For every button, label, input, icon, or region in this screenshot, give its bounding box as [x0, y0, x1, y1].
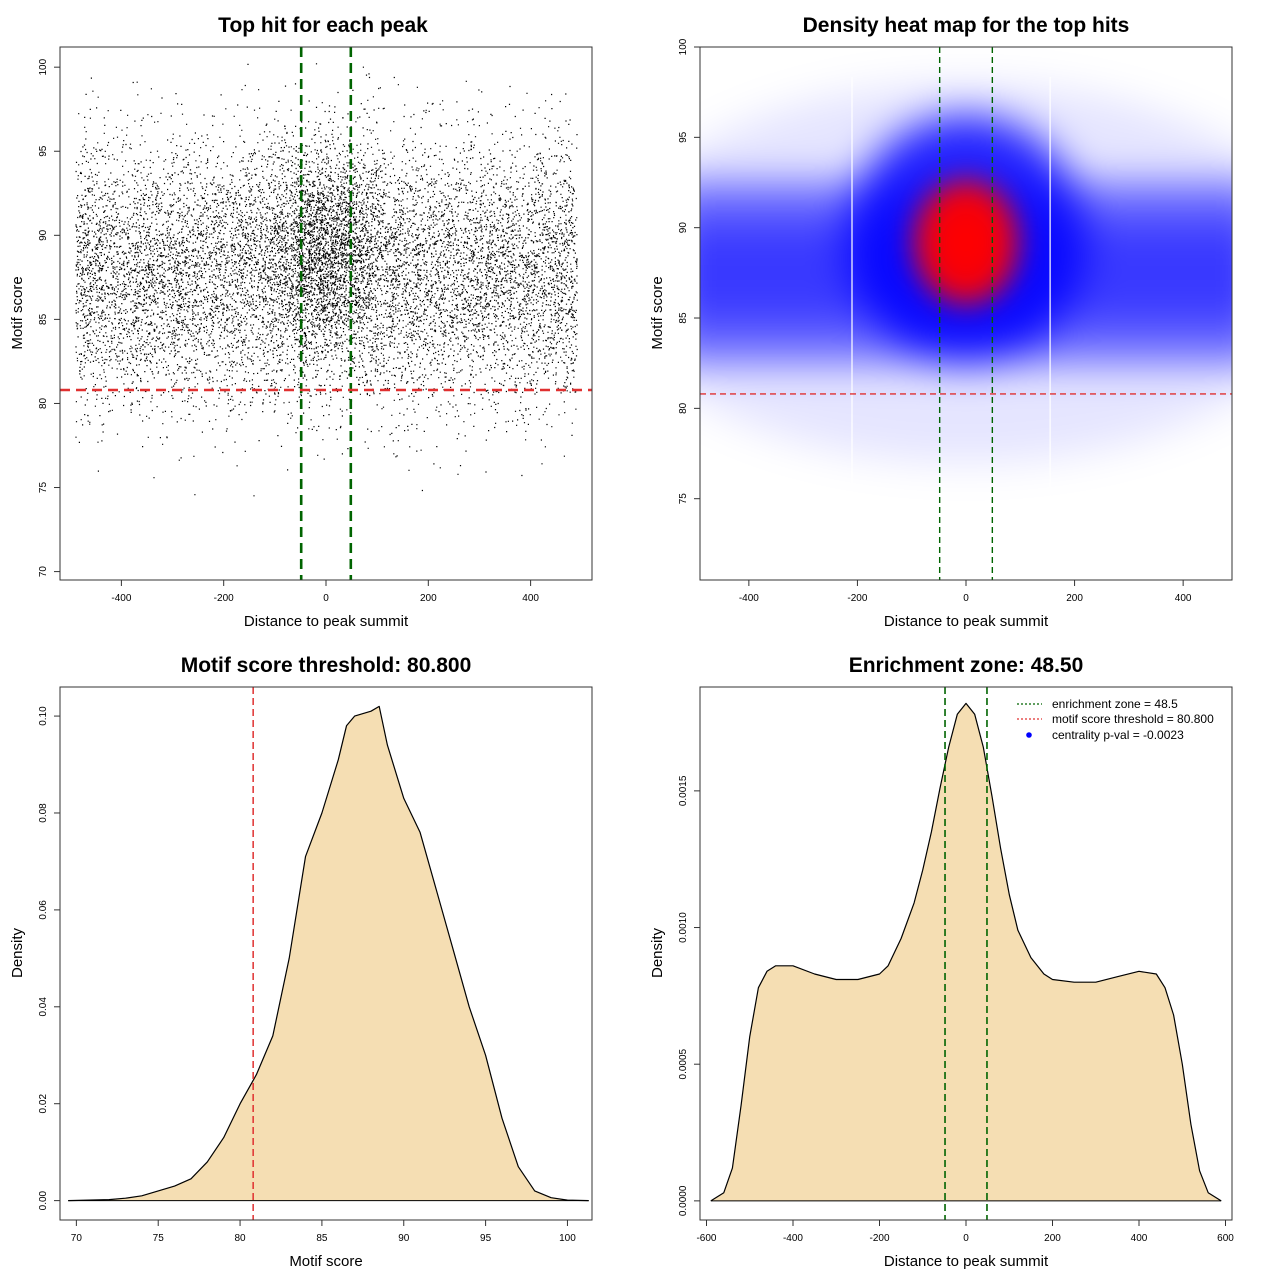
score-density-xtick-label: 80	[234, 1233, 246, 1244]
score-density-frame	[59, 686, 593, 1221]
heatmap-surface	[700, 47, 1232, 580]
score-density-ytick-label: 0.04	[38, 997, 49, 1017]
scatter-ylabel: Motif score	[9, 276, 26, 349]
distance-density-title: Enrichment zone: 48.50	[849, 654, 1084, 677]
score-density-xtick-label: 70	[71, 1233, 83, 1244]
legend-enrichment-label: enrichment zone = 48.5	[1052, 697, 1178, 711]
heatmap-xtick-label: 200	[1066, 593, 1083, 604]
panel-distance-density: Enrichment zone: 48.50 Distance to peak …	[649, 654, 1234, 1270]
heatmap-ytick-label: 80	[678, 402, 689, 414]
distance-density-xtick-label: 200	[1044, 1233, 1061, 1244]
scatter-ytick-label: 85	[38, 313, 49, 325]
score-density-xtick-label: 90	[398, 1233, 410, 1244]
panel-scatter: Top hit for each peak Distance to peak s…	[9, 14, 593, 630]
distance-density-plot	[710, 687, 1222, 1220]
distance-density-legend: enrichment zone = 48.5 motif score thres…	[1017, 697, 1214, 742]
score-density-xtick-label: 100	[559, 1233, 576, 1244]
distance-density-xtick-label: -400	[783, 1233, 803, 1244]
heatmap-xtick-label: 0	[963, 593, 969, 604]
heatmap-xtick-label: 400	[1175, 593, 1192, 604]
score-density-curve	[68, 705, 589, 1202]
scatter-ytick-label: 95	[38, 145, 49, 157]
heatmap-xtick-label: -400	[739, 593, 759, 604]
distance-density-xtick-label: -600	[696, 1233, 716, 1244]
score-density-plot	[68, 687, 589, 1220]
heatmap-core-layer	[914, 180, 1018, 305]
distance-density-xtick-label: -200	[869, 1233, 889, 1244]
score-density-ytick-label: 0.02	[38, 1094, 49, 1114]
scatter-xtick-label: 400	[522, 593, 539, 604]
heatmap-ytick-label: 95	[678, 131, 689, 143]
scatter-ytick-label: 90	[38, 229, 49, 241]
score-density-ytick-label: 0.08	[38, 803, 49, 823]
score-density-title: Motif score threshold: 80.800	[181, 654, 472, 677]
heatmap-overlay	[700, 47, 1232, 580]
distance-density-xtick-label: 400	[1131, 1233, 1148, 1244]
scatter-xtick-label: -400	[111, 593, 131, 604]
distance-density-xlabel: Distance to peak summit	[884, 1253, 1049, 1270]
score-density-axes: 70 75 80 85 90 95 100 0.00 0.02 0.04 0.06 0.08 0.10	[38, 686, 593, 1244]
scatter-point-cloud	[75, 63, 578, 497]
score-density-xlabel: Motif score	[289, 1253, 362, 1270]
distance-density-curve	[710, 702, 1222, 1202]
scatter-ytick-label: 80	[38, 397, 49, 409]
score-density-xtick-label: 75	[153, 1233, 165, 1244]
scatter-overlay	[60, 47, 592, 580]
scatter-frame	[59, 46, 593, 581]
heatmap-ytick-label: 75	[678, 493, 689, 505]
heatmap-xtick-label: -200	[847, 593, 867, 604]
distance-density-ytick-label: 0.0015	[678, 775, 689, 806]
distance-density-ytick-label: 0.0000	[678, 1185, 689, 1216]
legend-threshold-label: motif score threshold = 80.800	[1052, 712, 1214, 726]
score-density-xtick-label: 85	[316, 1233, 328, 1244]
scatter-axes: -400 -200 0 200 400 70 75 80 85 90 95 100	[38, 46, 593, 604]
heatmap-title: Density heat map for the top hits	[803, 14, 1130, 37]
heatmap-ytick-label: 90	[678, 222, 689, 234]
score-density-xtick-label: 95	[480, 1233, 492, 1244]
scatter-ytick-label: 75	[38, 482, 49, 494]
score-density-ylabel: Density	[9, 927, 26, 978]
heatmap-ytick-label: 85	[678, 312, 689, 324]
distance-density-ytick-label: 0.0010	[678, 912, 689, 943]
score-density-ytick-label: 0.10	[38, 706, 49, 726]
score-density-ytick-label: 0.06	[38, 900, 49, 920]
scatter-xtick-label: 0	[323, 593, 329, 604]
scatter-ytick-label: 100	[38, 58, 49, 75]
scatter-title: Top hit for each peak	[218, 14, 428, 37]
distance-density-xtick-label: 600	[1217, 1233, 1234, 1244]
score-density-ytick-label: 0.00	[38, 1190, 49, 1210]
distance-density-axes: -600 -400 -200 0 200 400 600 0.0000 0.0005 0.0010…	[678, 686, 1234, 1244]
heatmap-ylabel: Motif score	[649, 276, 666, 349]
distance-density-ylabel: Density	[649, 927, 666, 978]
panel-score-density: Motif score threshold: 80.800 Motif scor…	[9, 654, 593, 1270]
heatmap-xlabel: Distance to peak summit	[884, 613, 1049, 630]
legend-pval-label: centrality p-val = -0.0023	[1052, 728, 1184, 742]
heatmap-ytick-label: 100	[678, 38, 689, 55]
scatter-points	[75, 63, 578, 497]
heatmap-axes: -400 -200 0 200 400 75 80 85 90 95 100	[678, 38, 1233, 604]
distance-density-area	[710, 703, 1222, 1201]
panel-heatmap: Density heat map for the top hits Distan…	[649, 14, 1233, 630]
score-density-area	[68, 706, 589, 1201]
legend-pval-point	[1026, 732, 1032, 738]
scatter-xtick-label: -200	[214, 593, 234, 604]
scatter-ytick-label: 70	[38, 566, 49, 578]
distance-density-xtick-label: 0	[963, 1233, 969, 1244]
heatmap-hotspot-core	[942, 212, 990, 273]
scatter-xlabel: Distance to peak summit	[244, 613, 409, 630]
distance-density-ytick-label: 0.0005	[678, 1048, 689, 1079]
scatter-xtick-label: 200	[420, 593, 437, 604]
